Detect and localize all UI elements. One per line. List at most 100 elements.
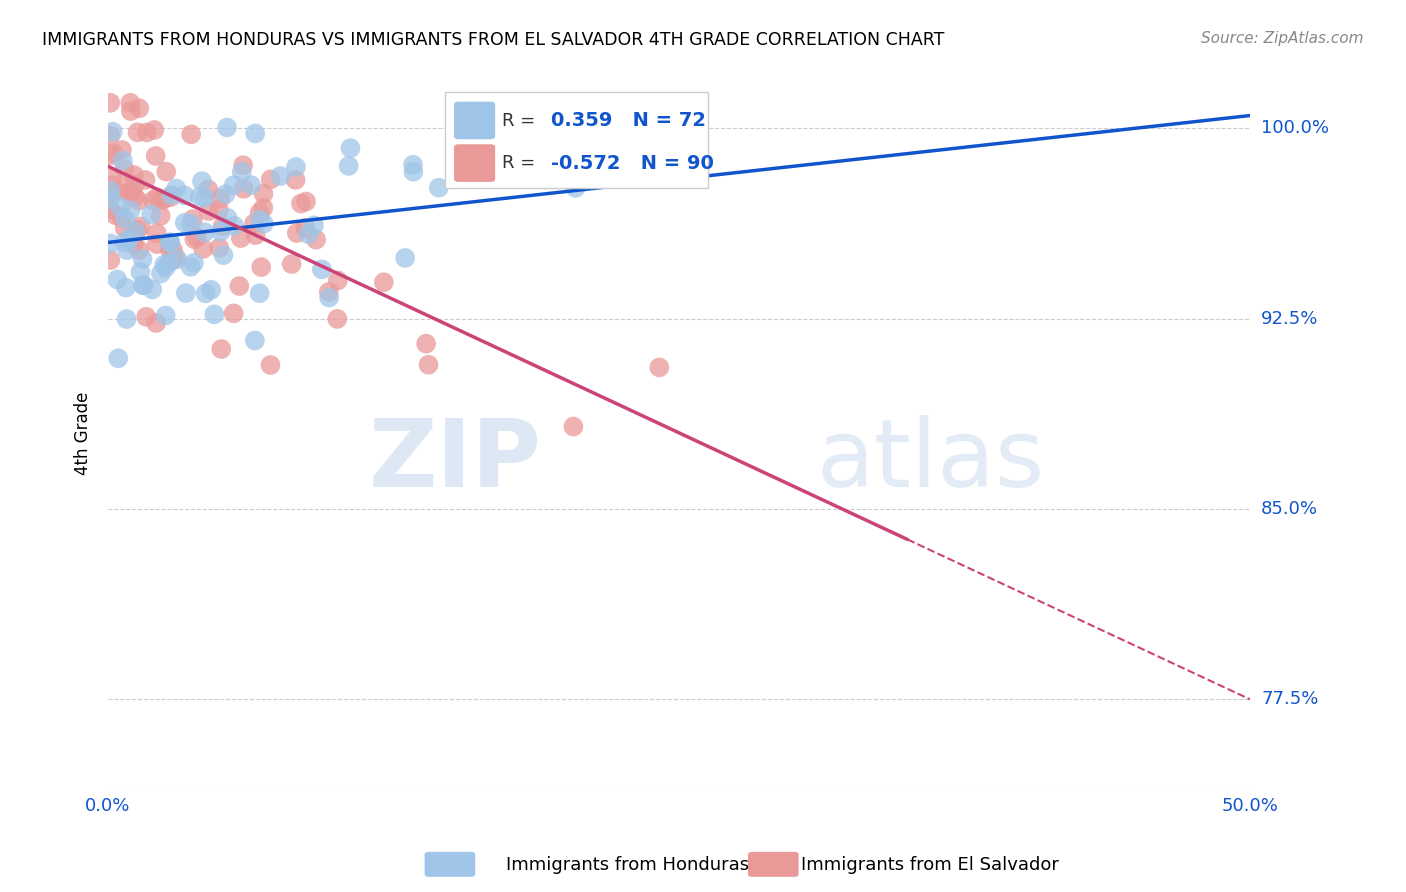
- Point: [208, 241, 231, 255]
- Point: [146, 237, 169, 252]
- FancyBboxPatch shape: [748, 852, 799, 877]
- Point: [100, 186, 122, 200]
- Text: Immigrants from El Salvador: Immigrants from El Salvador: [801, 856, 1059, 874]
- Point: [194, 191, 217, 205]
- Point: [159, 243, 181, 257]
- Point: [143, 123, 166, 137]
- Point: [114, 181, 136, 195]
- Point: [259, 172, 281, 186]
- Point: [193, 242, 215, 256]
- Point: [232, 182, 254, 196]
- Point: [98, 236, 121, 251]
- Point: [122, 226, 145, 240]
- Point: [222, 306, 245, 320]
- Point: [128, 101, 150, 115]
- Text: atlas: atlas: [815, 416, 1045, 508]
- Point: [165, 250, 187, 264]
- Point: [217, 211, 239, 225]
- Point: [269, 169, 291, 183]
- Point: [101, 170, 124, 185]
- Point: [128, 244, 150, 258]
- Point: [294, 220, 316, 235]
- Point: [111, 143, 134, 157]
- Point: [285, 226, 308, 240]
- Point: [209, 225, 232, 239]
- Point: [159, 190, 181, 204]
- Point: [249, 212, 271, 227]
- Point: [120, 104, 142, 119]
- Text: ZIP: ZIP: [370, 416, 541, 508]
- Point: [222, 178, 245, 193]
- Point: [181, 212, 204, 227]
- Point: [131, 252, 153, 266]
- Point: [239, 178, 262, 193]
- Point: [245, 228, 267, 243]
- Point: [224, 219, 246, 233]
- Text: -0.572   N = 90: -0.572 N = 90: [551, 154, 714, 173]
- Point: [120, 203, 142, 218]
- Point: [132, 278, 155, 293]
- Point: [259, 358, 281, 372]
- Point: [302, 219, 325, 233]
- Point: [211, 219, 233, 234]
- Point: [295, 194, 318, 209]
- Point: [114, 221, 136, 235]
- Point: [107, 351, 129, 366]
- Point: [155, 260, 177, 275]
- Text: Source: ZipAtlas.com: Source: ZipAtlas.com: [1201, 31, 1364, 46]
- Point: [326, 273, 349, 287]
- Point: [129, 219, 152, 234]
- Point: [402, 158, 425, 172]
- Point: [166, 252, 188, 267]
- Text: IMMIGRANTS FROM HONDURAS VS IMMIGRANTS FROM EL SALVADOR 4TH GRADE CORRELATION CH: IMMIGRANTS FROM HONDURAS VS IMMIGRANTS F…: [42, 31, 945, 49]
- Point: [101, 178, 124, 193]
- Point: [127, 223, 149, 237]
- Point: [648, 360, 671, 375]
- Point: [173, 188, 195, 202]
- Point: [418, 358, 440, 372]
- Point: [250, 260, 273, 274]
- Point: [98, 192, 121, 206]
- Point: [145, 316, 167, 330]
- Point: [180, 217, 202, 231]
- Point: [197, 183, 219, 197]
- Point: [215, 120, 238, 135]
- Point: [162, 243, 184, 257]
- Point: [249, 286, 271, 301]
- Text: 92.5%: 92.5%: [1261, 310, 1319, 327]
- Point: [180, 260, 202, 274]
- Point: [564, 181, 586, 195]
- Point: [311, 262, 333, 277]
- Point: [427, 180, 450, 194]
- Point: [174, 286, 197, 301]
- FancyBboxPatch shape: [454, 145, 495, 182]
- Point: [115, 243, 138, 257]
- Point: [394, 251, 416, 265]
- Point: [284, 160, 307, 174]
- Point: [200, 283, 222, 297]
- Point: [110, 200, 132, 214]
- Point: [173, 216, 195, 230]
- Point: [152, 193, 174, 207]
- Point: [124, 225, 146, 239]
- Point: [155, 164, 177, 178]
- Point: [415, 336, 437, 351]
- Point: [149, 267, 172, 281]
- Point: [110, 211, 132, 225]
- Point: [100, 184, 122, 198]
- Point: [98, 202, 121, 217]
- FancyBboxPatch shape: [454, 102, 495, 139]
- Point: [114, 162, 136, 177]
- Point: [120, 185, 142, 199]
- Point: [194, 225, 217, 239]
- Point: [337, 159, 360, 173]
- Point: [134, 173, 156, 187]
- Point: [127, 125, 149, 139]
- Point: [146, 190, 169, 204]
- Point: [183, 256, 205, 270]
- Point: [243, 334, 266, 348]
- Point: [120, 95, 142, 110]
- Point: [290, 196, 312, 211]
- Point: [165, 181, 187, 195]
- Point: [160, 253, 183, 268]
